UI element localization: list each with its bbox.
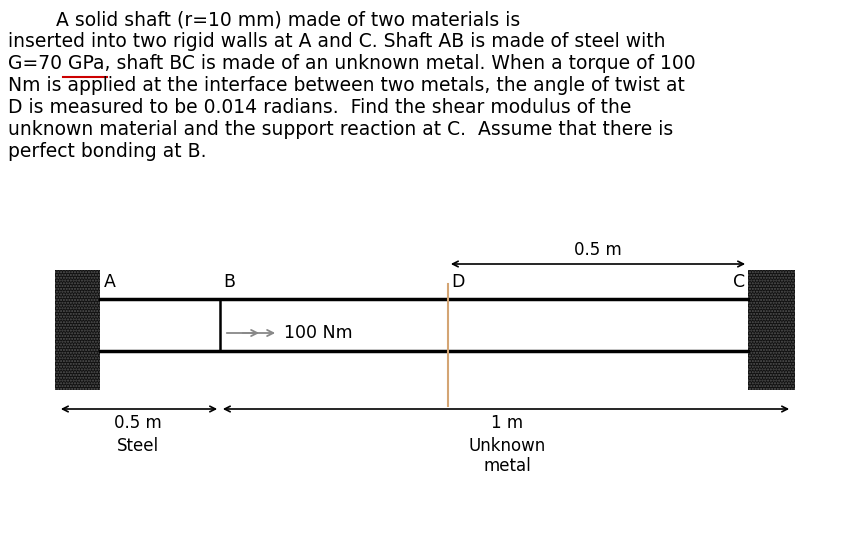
Text: A solid shaft (r=10 mm) made of two materials is: A solid shaft (r=10 mm) made of two mate… bbox=[8, 10, 520, 29]
Text: Steel: Steel bbox=[116, 437, 158, 455]
Text: 1 m: 1 m bbox=[492, 414, 524, 432]
Bar bbox=[748, 270, 795, 390]
Text: metal: metal bbox=[483, 457, 531, 475]
Bar bbox=[748, 270, 795, 390]
Text: 0.5 m: 0.5 m bbox=[114, 414, 162, 432]
Text: inserted into two rigid walls at A and C. Shaft AB is made of steel with: inserted into two rigid walls at A and C… bbox=[8, 32, 665, 51]
Bar bbox=[55, 270, 100, 390]
Text: Unknown: Unknown bbox=[469, 437, 546, 455]
Bar bbox=[55, 270, 100, 390]
Text: A: A bbox=[104, 273, 116, 291]
Text: perfect bonding at B.: perfect bonding at B. bbox=[8, 142, 206, 161]
Bar bbox=[100, 299, 748, 351]
Text: D: D bbox=[451, 273, 465, 291]
Text: unknown material and the support reaction at C.  Assume that there is: unknown material and the support reactio… bbox=[8, 120, 674, 139]
Text: 100 Nm: 100 Nm bbox=[284, 324, 353, 342]
Text: C: C bbox=[733, 273, 745, 291]
Text: B: B bbox=[223, 273, 235, 291]
Text: Nm is applied at the interface between two metals, the angle of twist at: Nm is applied at the interface between t… bbox=[8, 76, 685, 95]
Text: G=70 GPa, shaft BC is made of an unknown metal. When a torque of 100: G=70 GPa, shaft BC is made of an unknown… bbox=[8, 54, 695, 73]
Text: D is measured to be 0.014 radians.  Find the shear modulus of the: D is measured to be 0.014 radians. Find … bbox=[8, 98, 632, 117]
Text: 0.5 m: 0.5 m bbox=[574, 241, 622, 259]
